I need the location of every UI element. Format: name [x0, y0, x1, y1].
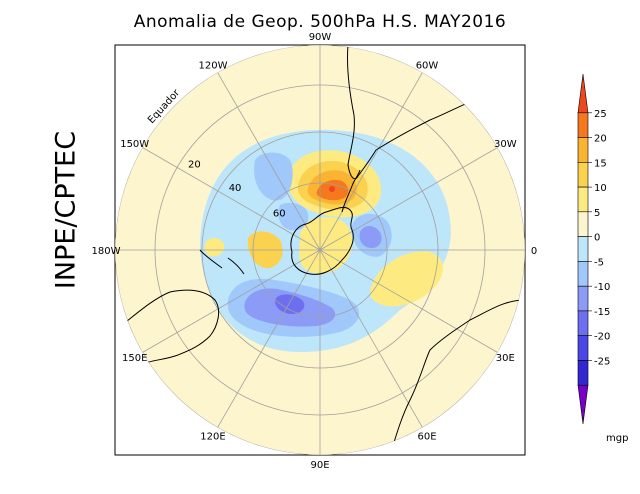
- latitude-label-lat-60: 60: [273, 209, 286, 220]
- latitude-label-lat-20: 20: [188, 160, 201, 171]
- colorbar-swatch: [577, 186, 589, 213]
- colorbar-swatch: [577, 360, 589, 386]
- colorbar-swatch: [577, 384, 589, 425]
- longitude-label-lon-180w: 180W: [92, 246, 121, 257]
- australia-coastline: [115, 289, 220, 366]
- colorbar-label: 10: [594, 183, 607, 194]
- longitude-label-lon-30w: 30W: [494, 139, 517, 150]
- meridian-line: [319, 249, 498, 353]
- colorbar-swatch: [577, 236, 589, 262]
- longitude-label-lon-120w: 120W: [199, 61, 228, 72]
- colorbar-label: -15: [594, 307, 610, 318]
- colorbar-label: 0: [594, 233, 600, 244]
- colorbar-swatch: [577, 112, 589, 138]
- colorbar-label: -20: [594, 332, 610, 343]
- colorbar-label: 20: [594, 134, 607, 145]
- colorbar-label: -10: [594, 282, 610, 293]
- longitude-label-lon-60w: 60W: [416, 61, 439, 72]
- antarctica-coastline: [290, 206, 354, 275]
- colorbar-swatch: [577, 137, 589, 163]
- colorbar-label: -25: [594, 357, 610, 368]
- positive-anomaly-antarctica: [299, 216, 353, 274]
- meridian-line: [319, 147, 498, 251]
- meridian-line: [142, 249, 321, 353]
- latitude-labels: 20 40 60: [188, 160, 286, 220]
- anomaly-field: [115, 45, 525, 455]
- longitude-label-lon-0: 0: [531, 246, 537, 257]
- negative-anomaly-pacific-2: [278, 202, 309, 231]
- colorbar-label: 15: [594, 158, 607, 169]
- longitude-label-lon-60e: 60E: [417, 431, 436, 442]
- colorbar: 25 20 15 10 5 0 -5 -10 -15 -20 -25: [577, 73, 610, 425]
- peninsula-coastline: [341, 169, 361, 213]
- negative-anomaly-indian-peak: [275, 294, 305, 314]
- meridian-line: [142, 147, 321, 251]
- map-title: Anomalia de Geop. 500hPa H.S. MAY2016: [133, 12, 507, 32]
- longitude-label-lon-30e: 30E: [496, 353, 515, 364]
- colorbar-swatch: [577, 285, 589, 312]
- colorbar-label: 5: [594, 208, 600, 219]
- longitude-label-lon-150w: 150W: [120, 139, 149, 150]
- meridian-line: [217, 249, 321, 428]
- africa-coastline: [389, 299, 525, 455]
- colorbar-swatch: [577, 73, 589, 114]
- new-zealand-coastline: [199, 249, 245, 275]
- colorbar-label: 25: [594, 109, 607, 120]
- longitude-labels: 90W 60W 30W 0 30E 60E 90E 120E 150E 180W 150W 120W: [92, 32, 538, 471]
- colorbar-label: -5: [594, 257, 604, 268]
- positive-anomaly-east: [370, 251, 443, 307]
- colorbar-swatch: [577, 261, 589, 287]
- colorbar-swatch: [577, 310, 589, 336]
- colorbar-unit: mgp: [606, 433, 628, 444]
- latitude-label-lat-40: 40: [229, 183, 242, 194]
- longitude-label-lon-90e: 90E: [310, 460, 329, 471]
- negative-anomaly-weddell-core: [359, 226, 382, 248]
- longitude-label-lon-90w: 90W: [309, 32, 332, 43]
- meridian-line: [319, 72, 423, 251]
- meridian-lines: [115, 45, 525, 455]
- colorbar-swatch: [577, 162, 589, 188]
- colorbar-swatch: [577, 335, 589, 361]
- negative-anomaly-pacific: [254, 152, 293, 201]
- positive-anomaly-far-west: [204, 238, 225, 257]
- meridian-line: [319, 249, 423, 428]
- positive-anomaly-peak: [329, 186, 335, 192]
- meridian-line: [217, 72, 321, 251]
- longitude-label-lon-120e: 120E: [200, 431, 225, 442]
- longitude-label-lon-150e: 150E: [122, 353, 147, 364]
- colorbar-swatch: [577, 211, 589, 237]
